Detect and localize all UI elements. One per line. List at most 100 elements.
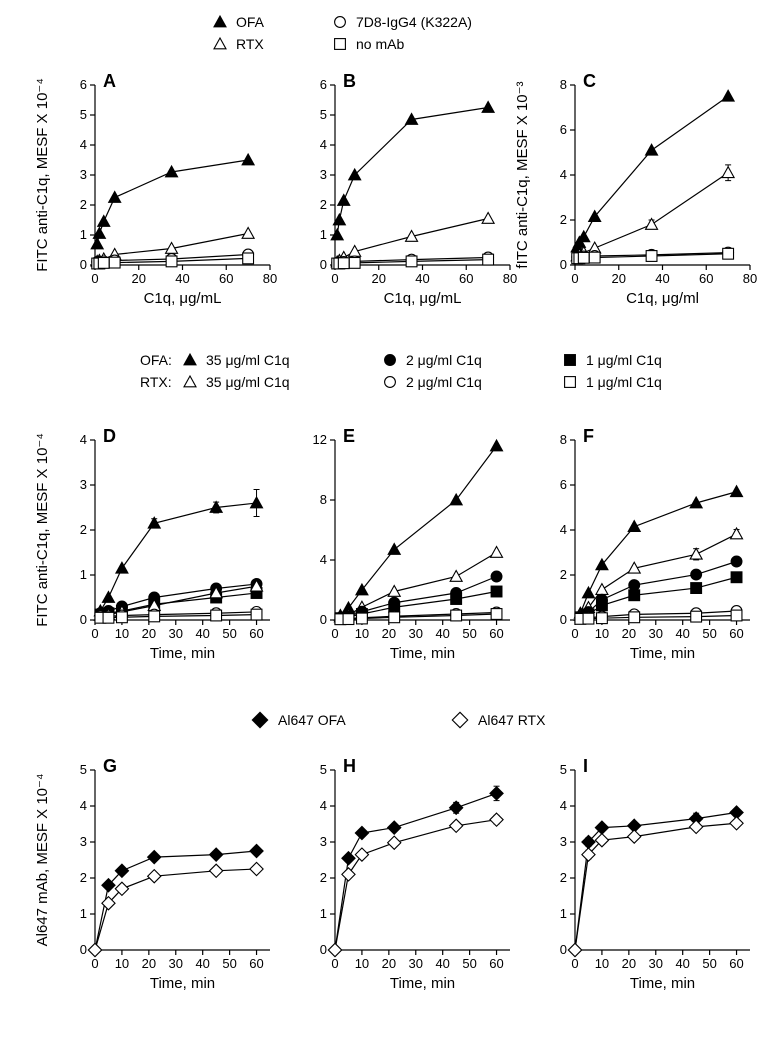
- figure-svg: OFARTX7D8-IgG4 (K322A)no mAb020406080012…: [0, 0, 766, 1047]
- svg-text:0: 0: [320, 257, 327, 272]
- svg-text:D: D: [103, 426, 116, 446]
- svg-text:A: A: [103, 71, 116, 91]
- svg-text:6: 6: [560, 122, 567, 137]
- svg-text:60: 60: [459, 271, 473, 286]
- svg-text:20: 20: [132, 271, 146, 286]
- svg-text:0: 0: [560, 257, 567, 272]
- svg-text:1: 1: [560, 906, 567, 921]
- svg-text:4: 4: [80, 798, 87, 813]
- svg-text:4: 4: [560, 798, 567, 813]
- svg-text:0: 0: [560, 942, 567, 957]
- svg-text:60: 60: [729, 626, 743, 641]
- svg-text:2 μg/ml C1q: 2 μg/ml C1q: [406, 352, 482, 368]
- svg-text:0: 0: [320, 942, 327, 957]
- svg-text:3: 3: [320, 167, 327, 182]
- svg-text:40: 40: [675, 956, 689, 971]
- svg-text:5: 5: [80, 762, 87, 777]
- svg-text:80: 80: [263, 271, 277, 286]
- svg-text:Time, min: Time, min: [630, 975, 695, 992]
- svg-text:10: 10: [115, 956, 129, 971]
- svg-text:40: 40: [415, 271, 429, 286]
- svg-text:80: 80: [503, 271, 517, 286]
- svg-text:0: 0: [320, 612, 327, 627]
- svg-text:6: 6: [320, 77, 327, 92]
- svg-text:40: 40: [675, 626, 689, 641]
- svg-text:FITC anti-C1q, MESF X 10⁻⁴: FITC anti-C1q, MESF X 10⁻⁴: [34, 433, 51, 627]
- svg-text:1: 1: [80, 567, 87, 582]
- svg-text:Time, min: Time, min: [150, 975, 215, 992]
- svg-text:2: 2: [320, 197, 327, 212]
- svg-text:4: 4: [320, 798, 327, 813]
- svg-text:20: 20: [382, 626, 396, 641]
- svg-text:40: 40: [175, 271, 189, 286]
- svg-text:Time, min: Time, min: [630, 645, 695, 662]
- svg-text:no mAb: no mAb: [356, 36, 404, 52]
- svg-text:2: 2: [80, 522, 87, 537]
- svg-text:12: 12: [313, 432, 327, 447]
- svg-text:80: 80: [743, 271, 757, 286]
- svg-text:0: 0: [571, 271, 578, 286]
- svg-text:10: 10: [355, 956, 369, 971]
- svg-text:OFA:: OFA:: [140, 352, 172, 368]
- svg-text:7D8-IgG4 (K322A): 7D8-IgG4 (K322A): [356, 14, 472, 30]
- svg-text:20: 20: [612, 271, 626, 286]
- svg-text:Al647 OFA: Al647 OFA: [278, 712, 346, 728]
- svg-text:2: 2: [320, 870, 327, 885]
- svg-text:40: 40: [435, 956, 449, 971]
- svg-text:20: 20: [622, 956, 636, 971]
- svg-text:OFA: OFA: [236, 14, 265, 30]
- svg-text:1: 1: [80, 227, 87, 242]
- svg-text:0: 0: [91, 626, 98, 641]
- svg-text:E: E: [343, 426, 355, 446]
- svg-text:3: 3: [80, 167, 87, 182]
- svg-text:10: 10: [595, 626, 609, 641]
- svg-text:0: 0: [331, 956, 338, 971]
- svg-text:RTX: RTX: [236, 36, 264, 52]
- svg-text:40: 40: [655, 271, 669, 286]
- svg-text:Al647 mAb, MESF X 10⁻⁴: Al647 mAb, MESF X 10⁻⁴: [34, 774, 51, 947]
- svg-text:4: 4: [320, 552, 327, 567]
- svg-text:0: 0: [571, 956, 578, 971]
- svg-text:10: 10: [115, 626, 129, 641]
- svg-text:30: 30: [169, 956, 183, 971]
- svg-text:4: 4: [80, 432, 87, 447]
- svg-text:FITC anti-C1q, MESF X 10⁻⁴: FITC anti-C1q, MESF X 10⁻⁴: [34, 78, 51, 272]
- svg-text:0: 0: [560, 612, 567, 627]
- svg-text:6: 6: [80, 77, 87, 92]
- svg-text:G: G: [103, 756, 117, 776]
- svg-text:0: 0: [331, 271, 338, 286]
- figure-root: OFARTX7D8-IgG4 (K322A)no mAb020406080012…: [0, 0, 766, 1047]
- svg-text:4: 4: [560, 167, 567, 182]
- svg-text:0: 0: [80, 257, 87, 272]
- svg-text:2 μg/ml C1q: 2 μg/ml C1q: [406, 374, 482, 390]
- svg-text:40: 40: [195, 626, 209, 641]
- svg-text:5: 5: [320, 762, 327, 777]
- svg-text:50: 50: [462, 626, 476, 641]
- svg-text:50: 50: [702, 956, 716, 971]
- svg-text:50: 50: [222, 626, 236, 641]
- svg-text:Time, min: Time, min: [150, 645, 215, 662]
- svg-text:35 μg/ml C1q: 35 μg/ml C1q: [206, 352, 290, 368]
- svg-text:30: 30: [649, 626, 663, 641]
- svg-text:4: 4: [80, 137, 87, 152]
- svg-text:C1q, μg/mL: C1q, μg/mL: [384, 290, 462, 307]
- svg-text:20: 20: [622, 626, 636, 641]
- svg-text:Al647 RTX: Al647 RTX: [478, 712, 546, 728]
- svg-text:60: 60: [699, 271, 713, 286]
- svg-text:0: 0: [91, 271, 98, 286]
- svg-text:40: 40: [435, 626, 449, 641]
- svg-text:5: 5: [320, 107, 327, 122]
- svg-text:60: 60: [249, 626, 263, 641]
- svg-text:10: 10: [595, 956, 609, 971]
- svg-text:0: 0: [331, 626, 338, 641]
- svg-text:50: 50: [222, 956, 236, 971]
- svg-text:20: 20: [382, 956, 396, 971]
- svg-text:60: 60: [219, 271, 233, 286]
- svg-text:0: 0: [80, 612, 87, 627]
- svg-text:5: 5: [80, 107, 87, 122]
- svg-text:30: 30: [409, 626, 423, 641]
- svg-text:40: 40: [195, 956, 209, 971]
- svg-text:6: 6: [560, 477, 567, 492]
- svg-text:30: 30: [649, 956, 663, 971]
- svg-text:3: 3: [560, 834, 567, 849]
